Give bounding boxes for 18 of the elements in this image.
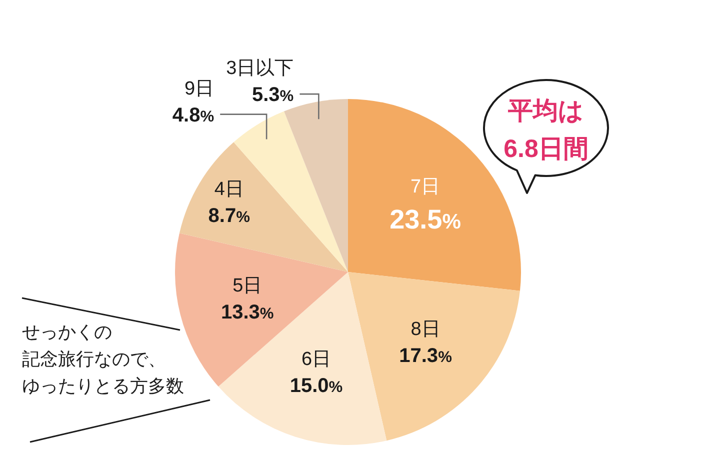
data-label: 5.3%: [252, 84, 294, 106]
slice-label: 5日: [232, 276, 262, 297]
data-label: 13.3%: [220, 302, 274, 324]
slice-label: 8日: [410, 319, 440, 340]
data-label: 23.5%: [390, 204, 462, 235]
data-label: 15.0%: [290, 374, 343, 397]
text: せっかくの: [22, 322, 112, 342]
slice-label: 3日以下: [226, 58, 294, 80]
slice-label: 7日: [410, 176, 440, 198]
text: 平均は 6.8日間: [504, 97, 588, 163]
slice-label: 9日: [184, 78, 214, 100]
data-label: 17.3%: [399, 345, 452, 368]
data-label: 4.8%: [172, 104, 214, 126]
text: ゆったりとる方多数: [22, 376, 184, 396]
data-label: 8.7%: [208, 205, 250, 228]
text: 記念旅行なので、: [22, 349, 166, 369]
slice-label: 4日: [214, 179, 244, 200]
slice-label: 6日: [301, 348, 332, 370]
